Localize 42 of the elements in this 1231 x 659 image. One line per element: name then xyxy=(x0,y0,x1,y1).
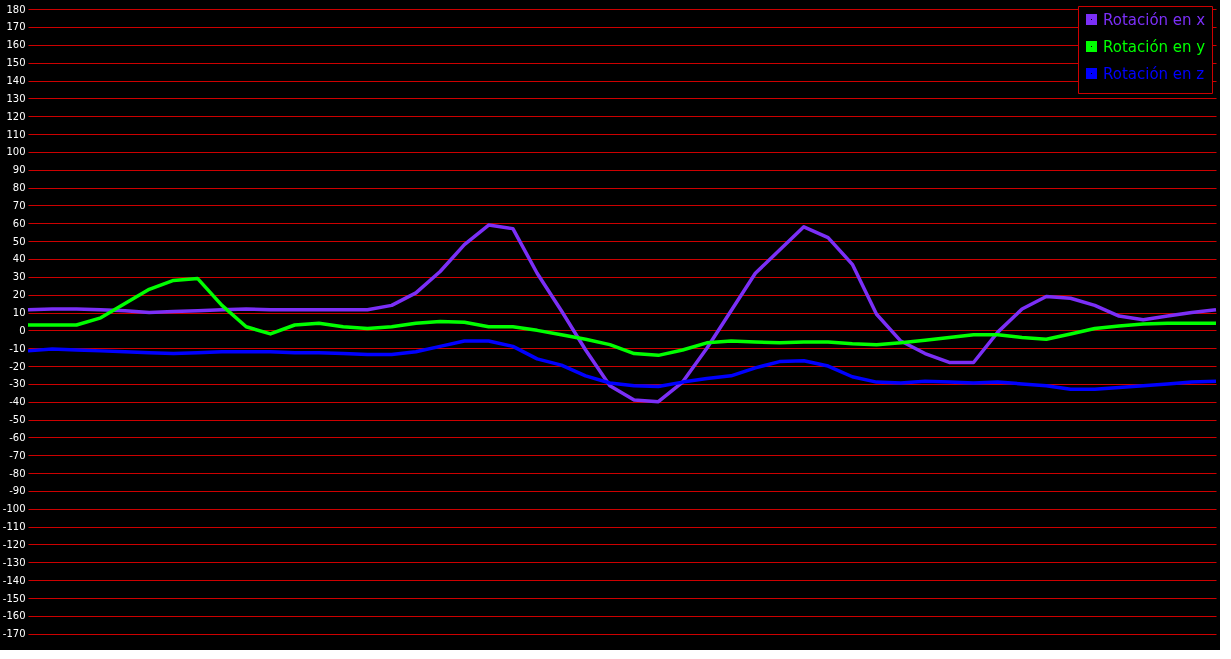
y-tick-label: -160 xyxy=(2,610,26,622)
y-tick-label: 80 xyxy=(12,182,26,194)
y-tick-label: 180 xyxy=(6,3,26,15)
y-tick-label: 0 xyxy=(19,324,26,336)
line-series xyxy=(26,339,1218,391)
y-tick-label: 110 xyxy=(6,128,26,140)
y-tick-label: -90 xyxy=(9,485,26,497)
y-tick-label: -20 xyxy=(9,360,26,372)
y-tick-label: -60 xyxy=(9,431,26,443)
y-tick-label: -130 xyxy=(2,556,26,568)
y-tick-label: 100 xyxy=(6,146,26,158)
y-tick-label: 90 xyxy=(12,164,26,176)
y-tick-label: 130 xyxy=(6,92,26,104)
y-tick-label: 150 xyxy=(6,57,26,69)
line-series xyxy=(26,223,1218,404)
y-tick-label: -30 xyxy=(9,378,26,390)
y-tick-label: -120 xyxy=(2,539,26,550)
line-series xyxy=(26,276,1218,358)
legend-label: Rotación en x xyxy=(1103,10,1206,29)
legend-label: Rotación en y xyxy=(1103,37,1206,56)
y-tick-label: 40 xyxy=(12,253,26,265)
y-tick-label: 10 xyxy=(12,307,26,319)
legend-label: Rotación en z xyxy=(1103,64,1205,83)
y-tick-label: 140 xyxy=(6,75,26,87)
y-tick-label: 60 xyxy=(12,217,26,229)
y-tick-label: -110 xyxy=(2,521,26,533)
y-tick-label: -150 xyxy=(2,592,26,604)
y-tick-label: -50 xyxy=(9,414,26,426)
y-tick-label: -170 xyxy=(2,628,26,640)
y-tick-label: -10 xyxy=(9,342,26,354)
y-tick-label: 120 xyxy=(6,110,26,122)
y-tick-label: -80 xyxy=(9,467,26,479)
y-tick-label: -140 xyxy=(2,574,26,586)
y-tick-label: 160 xyxy=(6,39,26,51)
y-tick-label: -40 xyxy=(9,396,26,408)
y-tick-label: 170 xyxy=(6,21,26,33)
y-tick-label: 20 xyxy=(12,289,26,301)
y-tick-label: 70 xyxy=(12,199,26,211)
y-tick-label: -100 xyxy=(2,503,26,515)
y-tick-label: 30 xyxy=(12,271,26,283)
y-tick-label: -70 xyxy=(9,449,26,461)
y-tick-label: 50 xyxy=(12,235,26,247)
